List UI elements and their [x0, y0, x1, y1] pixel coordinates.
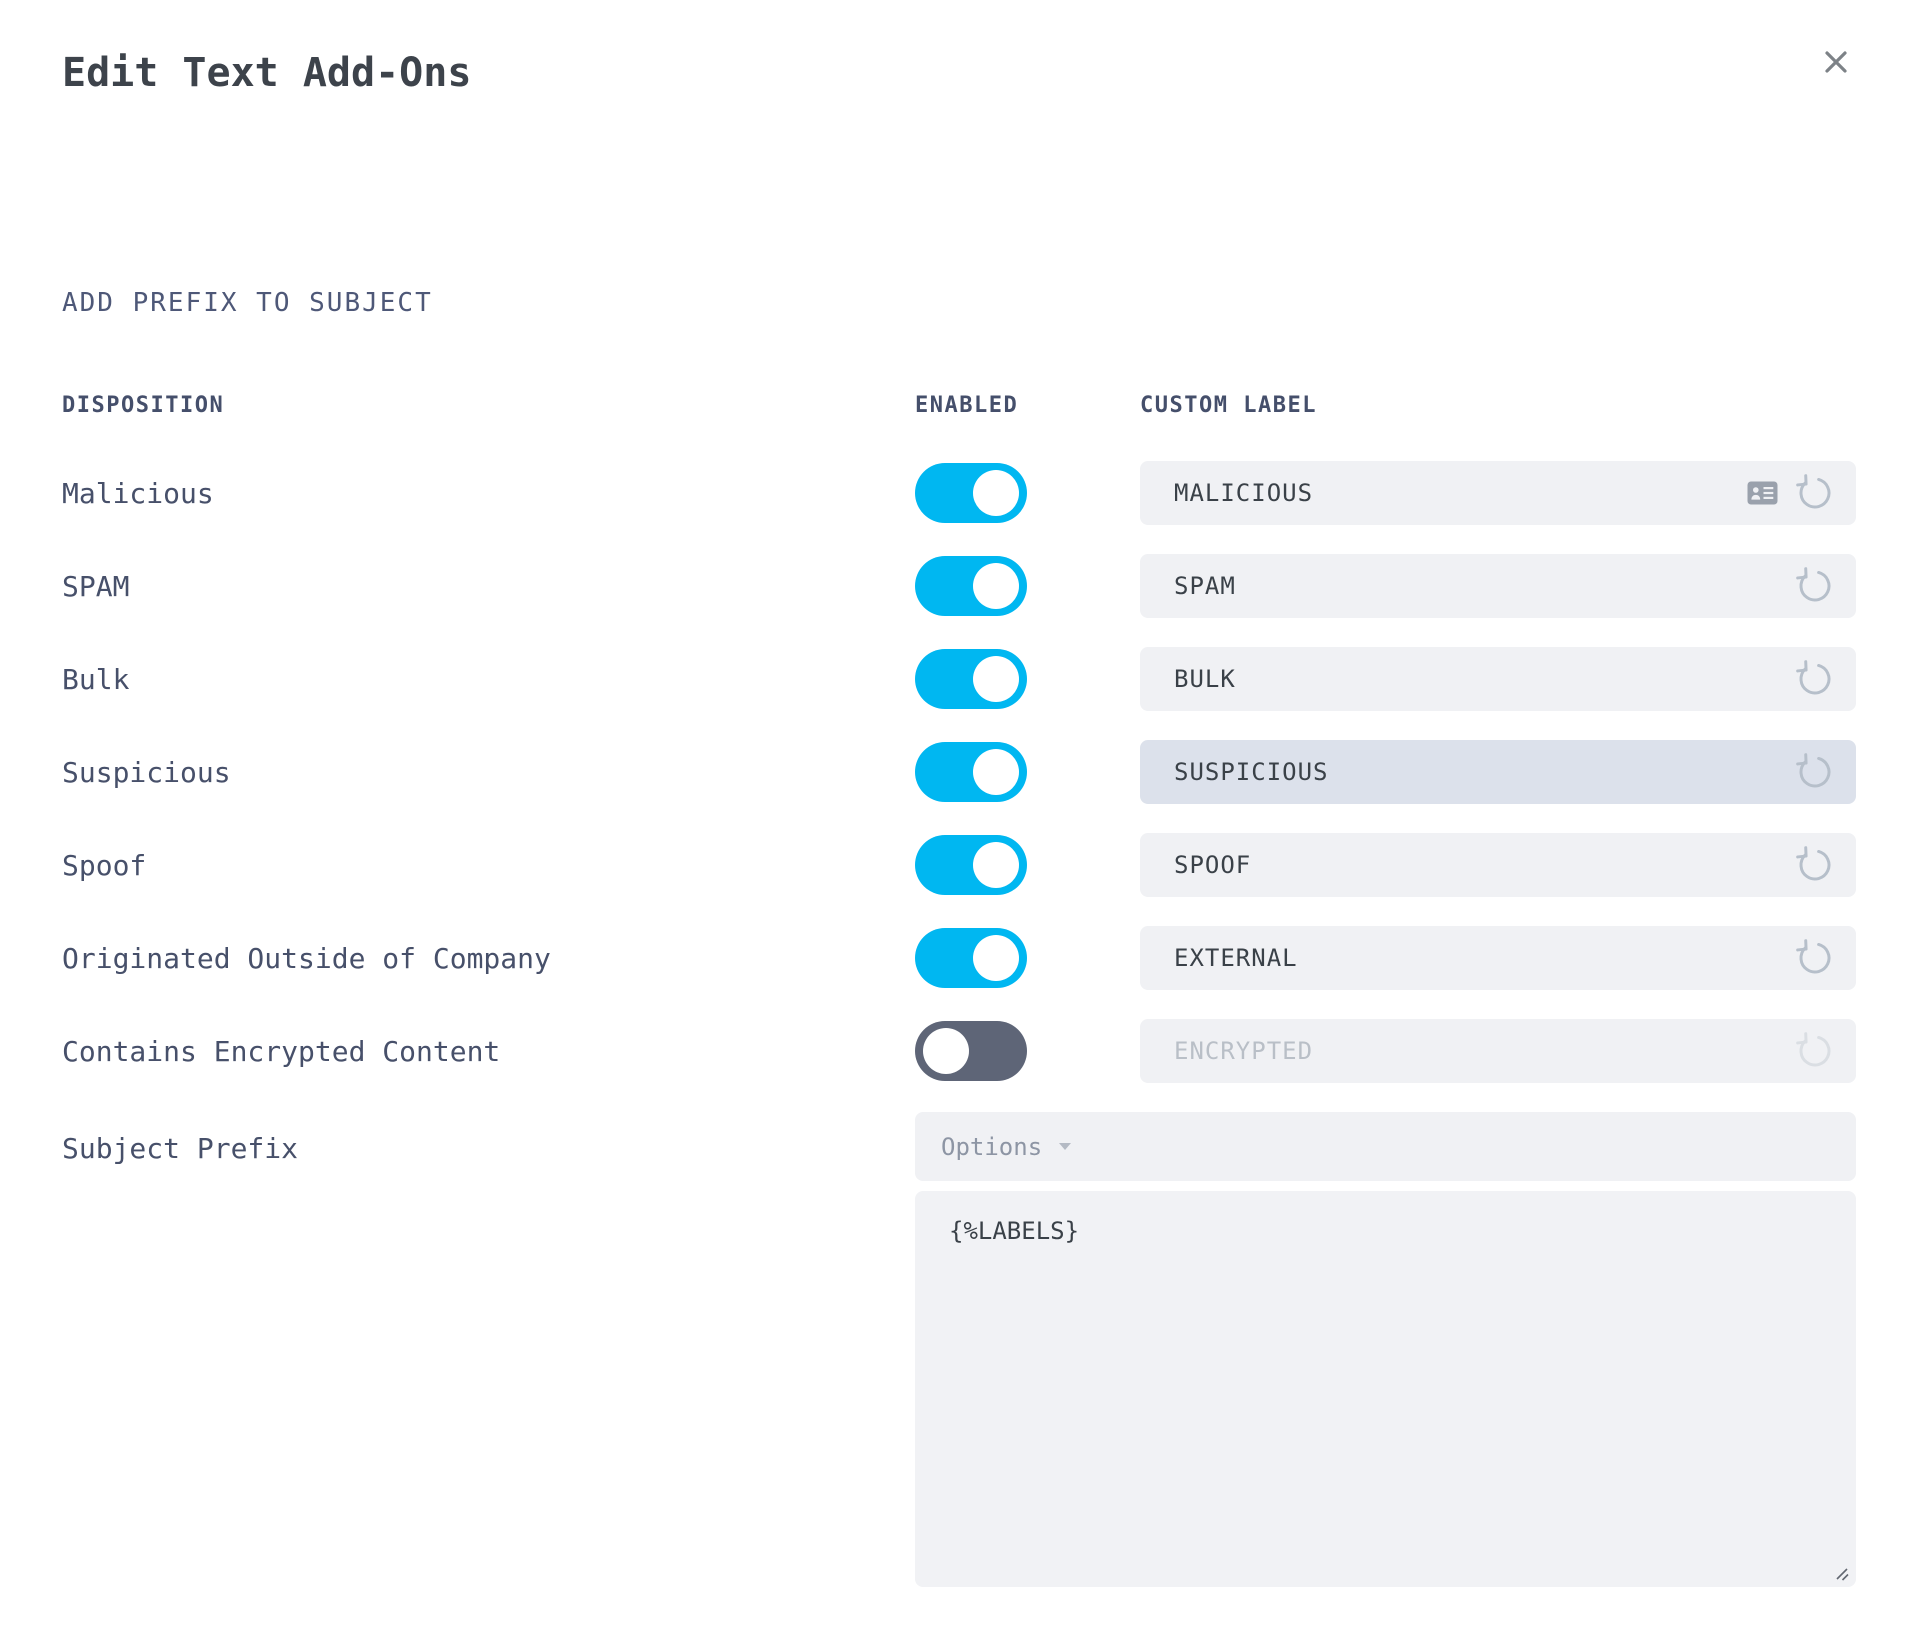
- disposition-label: Suspicious: [62, 755, 231, 789]
- custom-label-text: SUSPICIOUS: [1174, 758, 1329, 786]
- column-header-custom-label: CUSTOM LABEL: [1140, 393, 1317, 418]
- toggle-knob: [973, 470, 1019, 516]
- enabled-toggle[interactable]: [915, 1021, 1027, 1081]
- enabled-toggle[interactable]: [915, 649, 1027, 709]
- enabled-toggle[interactable]: [915, 742, 1027, 802]
- custom-label-text: ENCRYPTED: [1174, 1037, 1314, 1065]
- enabled-toggle[interactable]: [915, 835, 1027, 895]
- enabled-toggle[interactable]: [915, 463, 1027, 523]
- table-row: Spoof SPOOF: [62, 833, 1856, 897]
- custom-label-text: MALICIOUS: [1174, 479, 1314, 507]
- custom-label-field[interactable]: SPAM: [1140, 554, 1856, 618]
- contact-card-icon[interactable]: [1747, 481, 1778, 505]
- close-button[interactable]: [1814, 40, 1858, 84]
- custom-label-text: SPAM: [1174, 572, 1236, 600]
- table-row: Originated Outside of Company EXTERNAL: [62, 926, 1856, 990]
- disposition-label: Contains Encrypted Content: [62, 1034, 501, 1068]
- custom-label-text: BULK: [1174, 665, 1236, 693]
- close-icon: [1825, 51, 1847, 73]
- toggle-knob: [923, 1028, 969, 1074]
- reset-icon[interactable]: [1794, 658, 1836, 700]
- disposition-label: Spoof: [62, 848, 147, 882]
- dialog-title: Edit Text Add-Ons: [62, 50, 472, 96]
- toggle-knob: [973, 563, 1019, 609]
- reset-icon[interactable]: [1794, 751, 1836, 793]
- toggle-knob: [973, 749, 1019, 795]
- enabled-toggle[interactable]: [915, 928, 1027, 988]
- toggle-knob: [973, 935, 1019, 981]
- prefix-table: DISPOSITION ENABLED CUSTOM LABEL Malicio…: [62, 393, 1856, 1587]
- subject-prefix-row: Subject Prefix Options {%LABELS}: [62, 1112, 1856, 1587]
- table-header: DISPOSITION ENABLED CUSTOM LABEL: [62, 393, 1856, 418]
- toggle-knob: [973, 842, 1019, 888]
- section-heading: ADD PREFIX TO SUBJECT: [62, 288, 433, 318]
- options-dropdown[interactable]: Options: [915, 1112, 1856, 1181]
- reset-icon[interactable]: [1794, 1030, 1836, 1072]
- table-row: SPAM SPAM: [62, 554, 1856, 618]
- table-row: Suspicious SUSPICIOUS: [62, 740, 1856, 804]
- custom-label-field[interactable]: SUSPICIOUS: [1140, 740, 1856, 804]
- custom-label-field[interactable]: EXTERNAL: [1140, 926, 1856, 990]
- subject-prefix-label: Subject Prefix: [62, 1132, 299, 1165]
- toggle-knob: [973, 656, 1019, 702]
- enabled-toggle[interactable]: [915, 556, 1027, 616]
- column-header-enabled: ENABLED: [915, 393, 1019, 418]
- column-header-disposition: DISPOSITION: [62, 393, 225, 418]
- custom-label-text: EXTERNAL: [1174, 944, 1298, 972]
- reset-icon[interactable]: [1794, 937, 1836, 979]
- custom-label-field[interactable]: MALICIOUS: [1140, 461, 1856, 525]
- reset-icon[interactable]: [1794, 844, 1836, 886]
- table-row: Malicious MALICIOUS: [62, 461, 1856, 525]
- disposition-label: SPAM: [62, 569, 130, 603]
- custom-label-text: SPOOF: [1174, 851, 1252, 879]
- custom-label-field[interactable]: SPOOF: [1140, 833, 1856, 897]
- resize-handle-icon[interactable]: [1832, 1564, 1850, 1582]
- chevron-down-icon: [1059, 1143, 1072, 1150]
- subject-prefix-textarea[interactable]: {%LABELS}: [915, 1191, 1856, 1587]
- custom-label-field[interactable]: ENCRYPTED: [1140, 1019, 1856, 1083]
- disposition-label: Malicious: [62, 476, 214, 510]
- reset-icon[interactable]: [1794, 565, 1836, 607]
- table-row: Contains Encrypted Content ENCRYPTED: [62, 1019, 1856, 1083]
- table-row: Bulk BULK: [62, 647, 1856, 711]
- custom-label-field[interactable]: BULK: [1140, 647, 1856, 711]
- disposition-label: Bulk: [62, 662, 130, 696]
- reset-icon[interactable]: [1794, 472, 1836, 514]
- subject-prefix-value: {%LABELS}: [949, 1217, 1080, 1245]
- options-dropdown-label: Options: [941, 1132, 1043, 1161]
- disposition-label: Originated Outside of Company: [62, 941, 551, 975]
